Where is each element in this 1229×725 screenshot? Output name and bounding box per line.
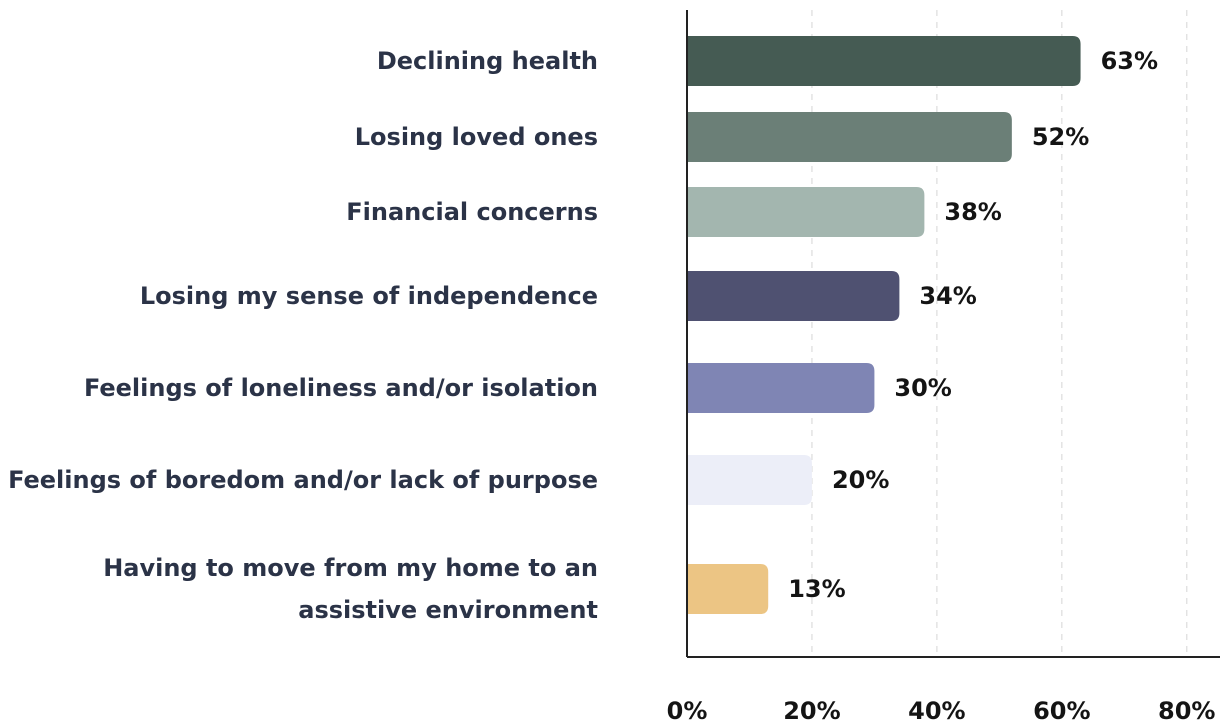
value-label: 30% — [894, 374, 951, 402]
category-label: Losing my sense of independence — [139, 282, 598, 310]
x-tick-label: 80% — [1158, 697, 1215, 725]
value-label: 52% — [1032, 123, 1089, 151]
value-label: 38% — [944, 198, 1001, 226]
bar — [687, 112, 1012, 162]
value-label: 34% — [919, 282, 976, 310]
category-label: Losing loved ones — [354, 123, 598, 151]
bar — [687, 36, 1081, 86]
bar — [687, 564, 769, 614]
x-tick-label: 60% — [1033, 697, 1090, 725]
category-label: Financial concerns — [346, 198, 598, 226]
bar — [687, 363, 875, 413]
category-label: Feelings of boredom and/or lack of purpo… — [8, 466, 598, 494]
x-tick-label: 40% — [908, 697, 965, 725]
category-label: Feelings of loneliness and/or isolation — [83, 374, 598, 402]
category-label: Declining health — [376, 47, 598, 75]
x-tick-label: 20% — [783, 697, 840, 725]
value-label: 20% — [832, 466, 889, 494]
category-label: Having to move from my home to an assist… — [103, 554, 598, 624]
value-label: 13% — [788, 575, 845, 603]
x-tick-label: 0% — [667, 697, 708, 725]
value-label: 63% — [1101, 47, 1158, 75]
bar — [687, 455, 812, 505]
bar — [687, 271, 900, 321]
bar — [687, 187, 925, 237]
